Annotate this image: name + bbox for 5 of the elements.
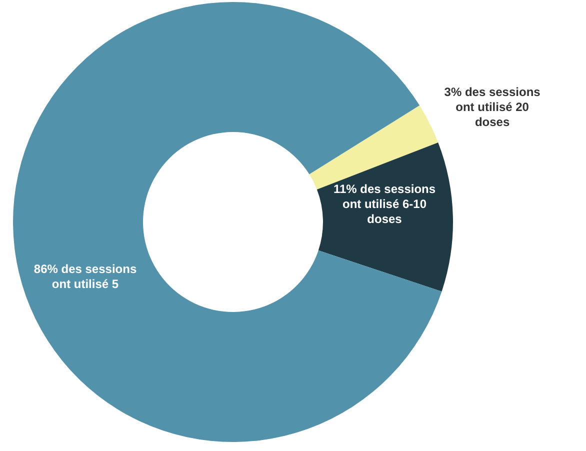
donut-slice <box>13 2 442 442</box>
data-label: 86% des sessions ont utilisé 5 <box>34 262 137 291</box>
data-label: 11% des sessions ont utilisé 6-10 doses <box>333 182 436 226</box>
donut-slice <box>316 142 453 292</box>
data-label: 3% des sessions ont utilisé 20 doses <box>444 85 541 130</box>
